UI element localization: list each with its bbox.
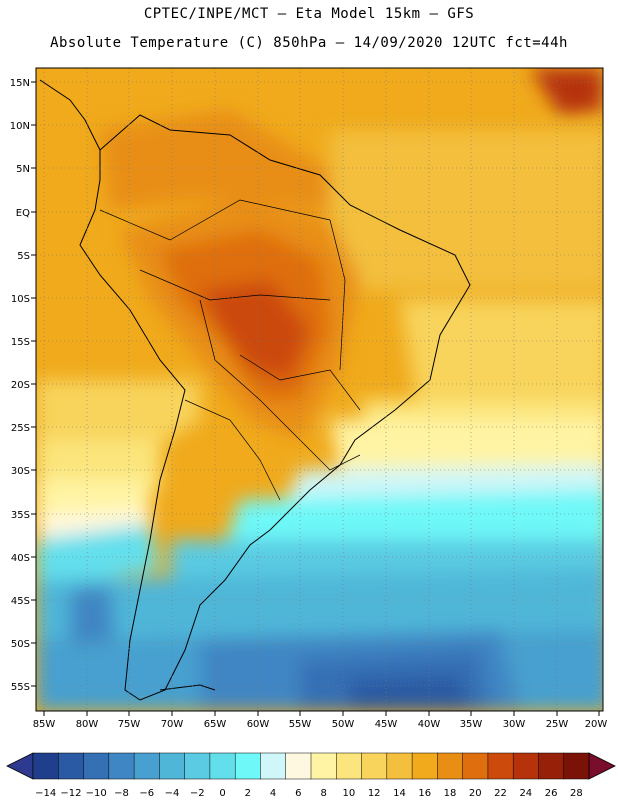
- colorbar-label: 14: [393, 788, 406, 799]
- temperature-field: [36, 68, 603, 711]
- colorbar-cell: [538, 752, 565, 780]
- colorbar-label: 2: [245, 788, 251, 799]
- colorbar: −14 −12 −10 −8 −6 −4 −2 0 2 4 6 8 10 12 14 16 18 20 22 24 26…: [6, 752, 616, 799]
- colorbar-label: −12: [60, 788, 81, 799]
- lat-label: 15N: [10, 78, 30, 89]
- colorbar-cell: [184, 752, 211, 780]
- lat-label: 30S: [11, 466, 30, 477]
- lat-label: 5S: [17, 251, 30, 262]
- colorbar-label: −10: [86, 788, 107, 799]
- colorbar-cell: [487, 752, 514, 780]
- colorbar-label: 16: [418, 788, 431, 799]
- colorbar-label: 24: [519, 788, 532, 799]
- lat-label: 50S: [11, 639, 30, 650]
- lon-label: 45W: [375, 719, 398, 730]
- colorbar-label: 28: [570, 788, 583, 799]
- colorbar-cell: [209, 752, 236, 780]
- colorbar-cell: [133, 752, 160, 780]
- country-borders: [99, 199, 361, 501]
- lat-label: 20S: [11, 380, 30, 391]
- lon-label: 75W: [118, 719, 141, 730]
- lat-label: 5N: [16, 164, 30, 175]
- colorbar-cell: [260, 752, 287, 780]
- colorbar-cell: [512, 752, 540, 780]
- lon-label: 20W: [585, 719, 608, 730]
- lat-label: 25S: [11, 423, 30, 434]
- colorbar-cell: [285, 752, 312, 780]
- colorbar-label: 0: [219, 788, 225, 799]
- colorbar-cell: [361, 752, 388, 780]
- lat-ticks: [31, 81, 36, 687]
- lat-label: EQ: [16, 208, 30, 219]
- graticule: [36, 68, 603, 711]
- colorbar-cell: [336, 752, 363, 780]
- lat-label: 55S: [11, 682, 30, 693]
- colorbar-label: −2: [190, 788, 205, 799]
- lon-label: 85W: [33, 719, 56, 730]
- lon-label: 65W: [204, 719, 227, 730]
- colorbar-cell: [437, 752, 464, 780]
- lon-label: 25W: [546, 719, 569, 730]
- lon-label: 30W: [503, 719, 526, 730]
- colorbar-label: 4: [270, 788, 276, 799]
- colorbar-cell: [83, 752, 110, 780]
- colorbar-cell: [411, 752, 438, 780]
- colorbar-cell: [159, 752, 186, 780]
- plot-frame: [35, 67, 604, 712]
- colorbar-cell: [58, 752, 85, 780]
- colorbar-label: 8: [320, 788, 326, 799]
- colorbar-label: 20: [469, 788, 482, 799]
- colorbar-label: −14: [35, 788, 56, 799]
- colorbar-label: −6: [139, 788, 154, 799]
- coastlines: [39, 79, 471, 701]
- lon-label: 55W: [289, 719, 312, 730]
- colorbar-cell: [386, 752, 413, 780]
- colorbar-cell: [32, 752, 59, 780]
- colorbar-cell: [234, 752, 262, 780]
- colorbar-cell: [462, 752, 489, 780]
- lon-label: 40W: [418, 719, 441, 730]
- map-title-line1: CPTEC/INPE/MCT – Eta Model 15km – GFS: [143, 6, 475, 22]
- colorbar-over-triangle: [588, 752, 616, 780]
- lon-ticks: [43, 711, 600, 716]
- lon-label: 50W: [332, 719, 355, 730]
- colorbar-cell: [108, 752, 135, 780]
- lat-label: 40S: [11, 553, 30, 564]
- colorbar-label: 10: [343, 788, 356, 799]
- lat-label: 35S: [11, 510, 30, 521]
- lon-label: 60W: [247, 719, 270, 730]
- colorbar-label: −4: [165, 788, 180, 799]
- colorbar-cell: [310, 752, 337, 780]
- colorbar-label: 18: [444, 788, 457, 799]
- lon-label: 80W: [76, 719, 99, 730]
- colorbar-under-triangle: [6, 752, 34, 780]
- lat-label: 45S: [11, 596, 30, 607]
- lat-label: 10S: [11, 294, 30, 305]
- lon-label: 70W: [161, 719, 184, 730]
- lat-label: 10N: [10, 121, 30, 132]
- colorbar-label: −8: [114, 788, 129, 799]
- lat-label: 15S: [11, 337, 30, 348]
- colorbar-label: 12: [368, 788, 381, 799]
- colorbar-label: 26: [545, 788, 558, 799]
- map-title-line2: Absolute Temperature (C) 850hPa – 14/09/…: [50, 35, 568, 51]
- colorbar-cell: [563, 752, 590, 780]
- lon-label: 35W: [460, 719, 483, 730]
- colorbar-label: 6: [295, 788, 301, 799]
- colorbar-label: 22: [494, 788, 507, 799]
